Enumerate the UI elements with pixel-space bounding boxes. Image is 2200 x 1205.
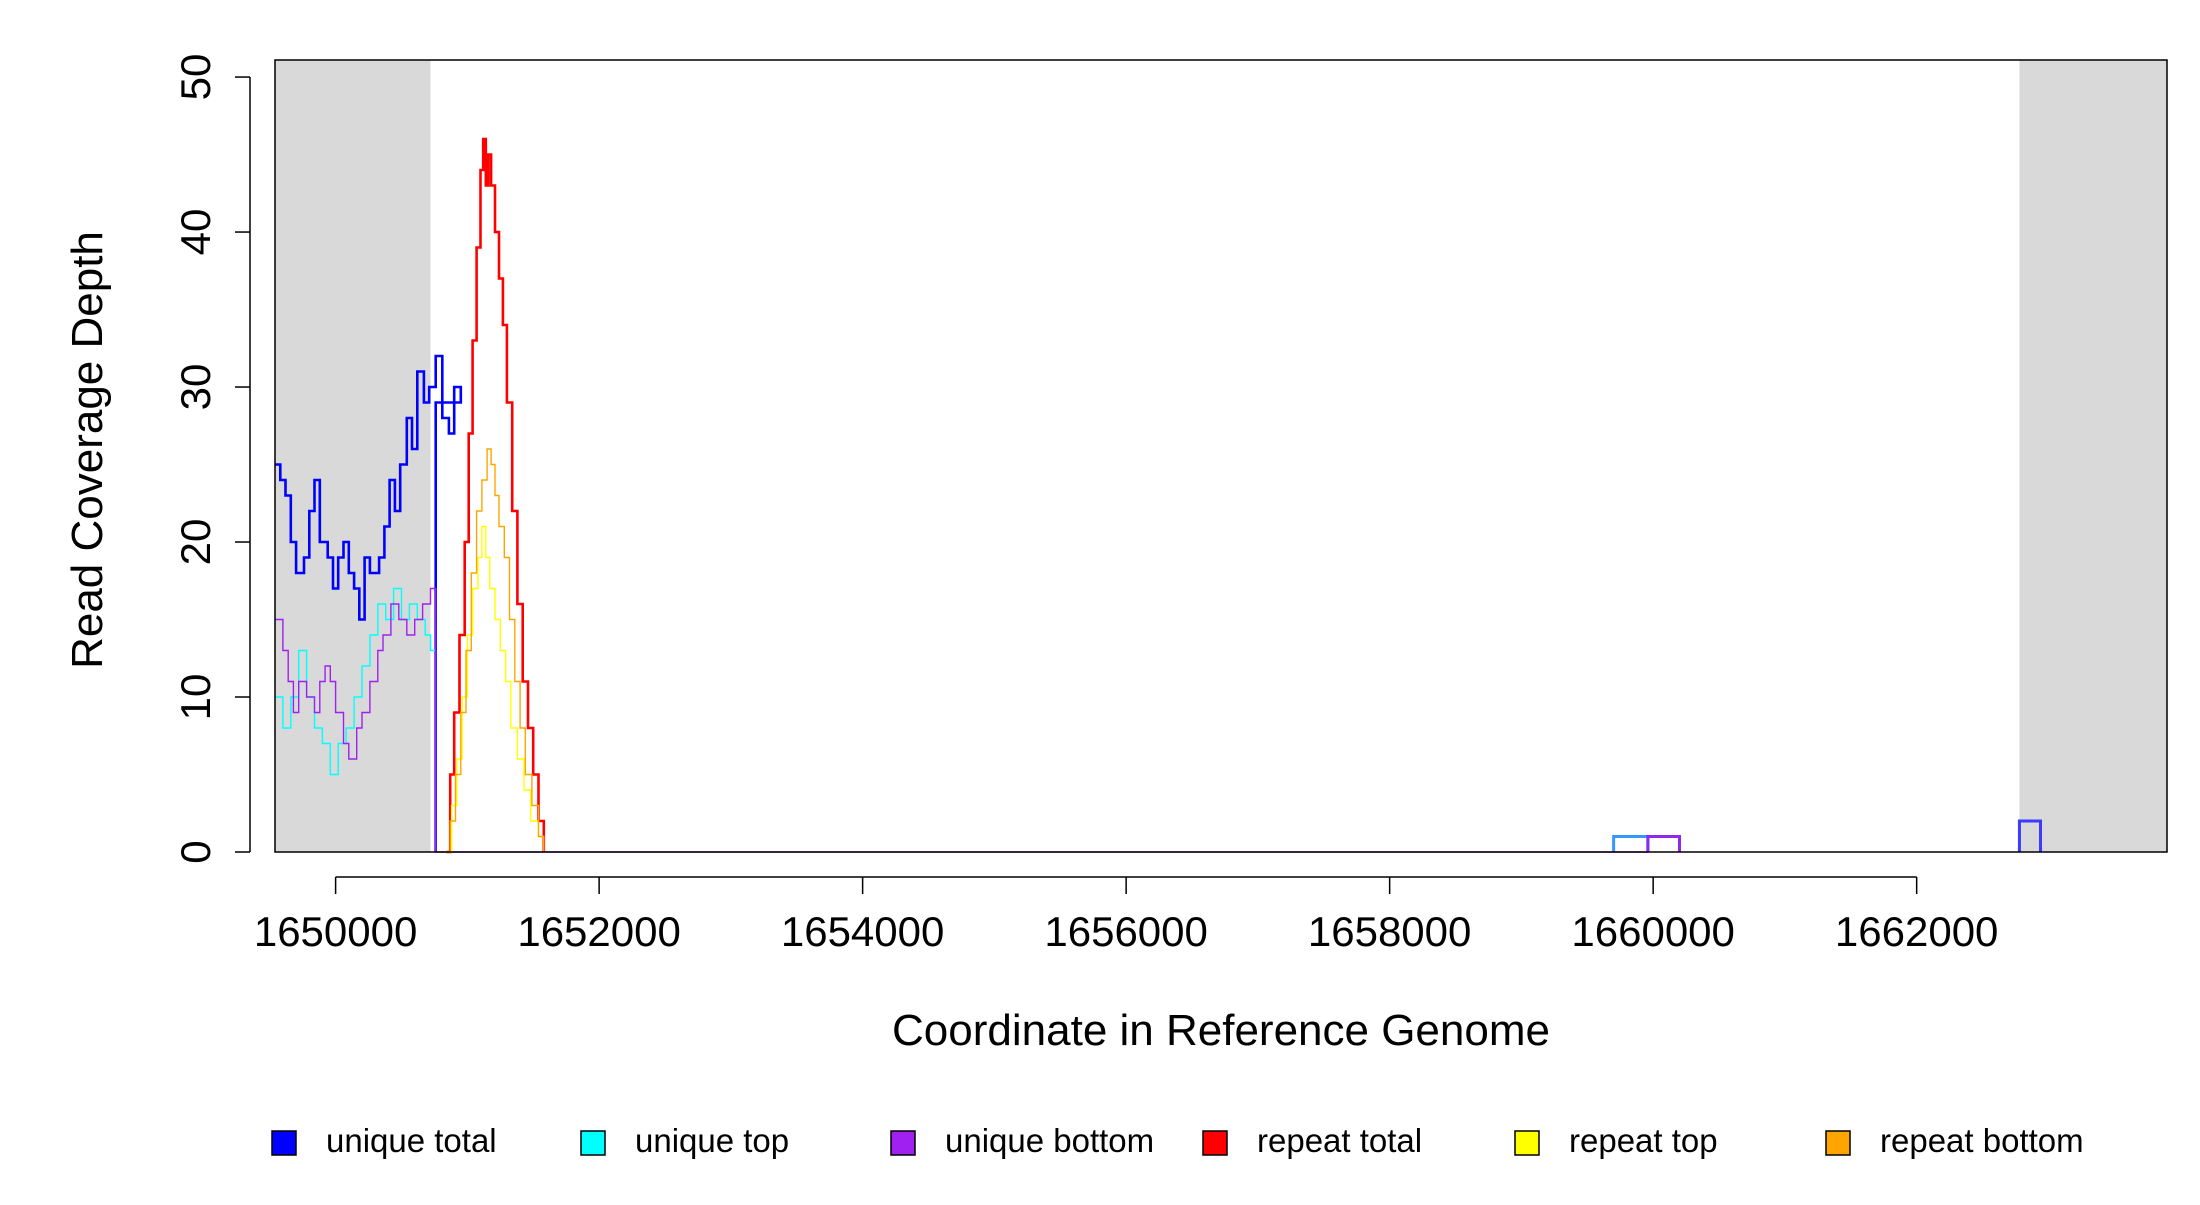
legend-swatch-repeat-top — [1514, 1130, 1540, 1156]
shaded-region-1 — [2019, 60, 2167, 852]
series-layer — [275, 137, 1681, 854]
y-axis-label: Read Coverage Depth — [63, 231, 112, 669]
y-tick-label-0: 0 — [172, 840, 219, 863]
legend-swatch-unique-top — [580, 1130, 606, 1156]
y-tick-label-3: 30 — [172, 364, 219, 411]
shaded-region-layer — [275, 60, 2167, 852]
axes-layer: 0 10 20 30 40 50 1650000 1652000 1654000 1656000 1… — [172, 54, 2168, 955]
plot-frame — [274, 59, 2168, 853]
legend-label-repeat-total: repeat total — [1257, 1122, 1422, 1159]
series-line-repeat-bottom — [446, 448, 545, 853]
legend-swatch-repeat-total — [1202, 1130, 1228, 1156]
legend-label-unique-top: unique top — [635, 1122, 789, 1159]
low-depth-box-2 — [2017, 819, 2043, 852]
x-tick-label-0: 1650000 — [254, 908, 418, 955]
shaded-region-0 — [275, 60, 431, 852]
x-tick-label-1: 1652000 — [517, 908, 681, 955]
legend-label-unique-bottom: unique bottom — [945, 1122, 1154, 1159]
x-tick-label-2: 1654000 — [781, 908, 945, 955]
series-line-unique-bottom — [275, 587, 1681, 853]
x-tick-label-6: 1662000 — [1835, 908, 1999, 955]
legend-label-unique-total: unique total — [326, 1122, 497, 1159]
y-tick-label-1: 10 — [172, 674, 219, 721]
x-tick-label-5: 1660000 — [1571, 908, 1735, 955]
low-depth-box-0 — [1612, 835, 1650, 852]
y-tick-label-2: 20 — [172, 519, 219, 566]
y-tick-label-4: 40 — [172, 209, 219, 256]
series-line-repeat-top — [446, 525, 545, 853]
series-line-repeat-total — [446, 137, 546, 854]
legend-swatch-repeat-bottom — [1825, 1130, 1851, 1156]
legend-swatch-unique-bottom — [890, 1130, 916, 1156]
y-tick-label-5: 50 — [172, 54, 219, 101]
low-depth-box-1 — [1646, 835, 1682, 852]
series-line-unique-total — [275, 354, 463, 852]
x-tick-label-4: 1658000 — [1308, 908, 1472, 955]
legend-label-repeat-top: repeat top — [1569, 1122, 1718, 1159]
legend-label-repeat-bottom: repeat bottom — [1880, 1122, 2084, 1159]
x-axis-label: Coordinate in Reference Genome — [892, 1006, 1550, 1055]
legend: unique total unique top unique bottom repea… — [271, 1122, 2084, 1159]
x-tick-label-3: 1656000 — [1044, 908, 1208, 955]
series-line-unique-top — [275, 587, 437, 852]
legend-swatch-unique-total — [271, 1130, 297, 1156]
